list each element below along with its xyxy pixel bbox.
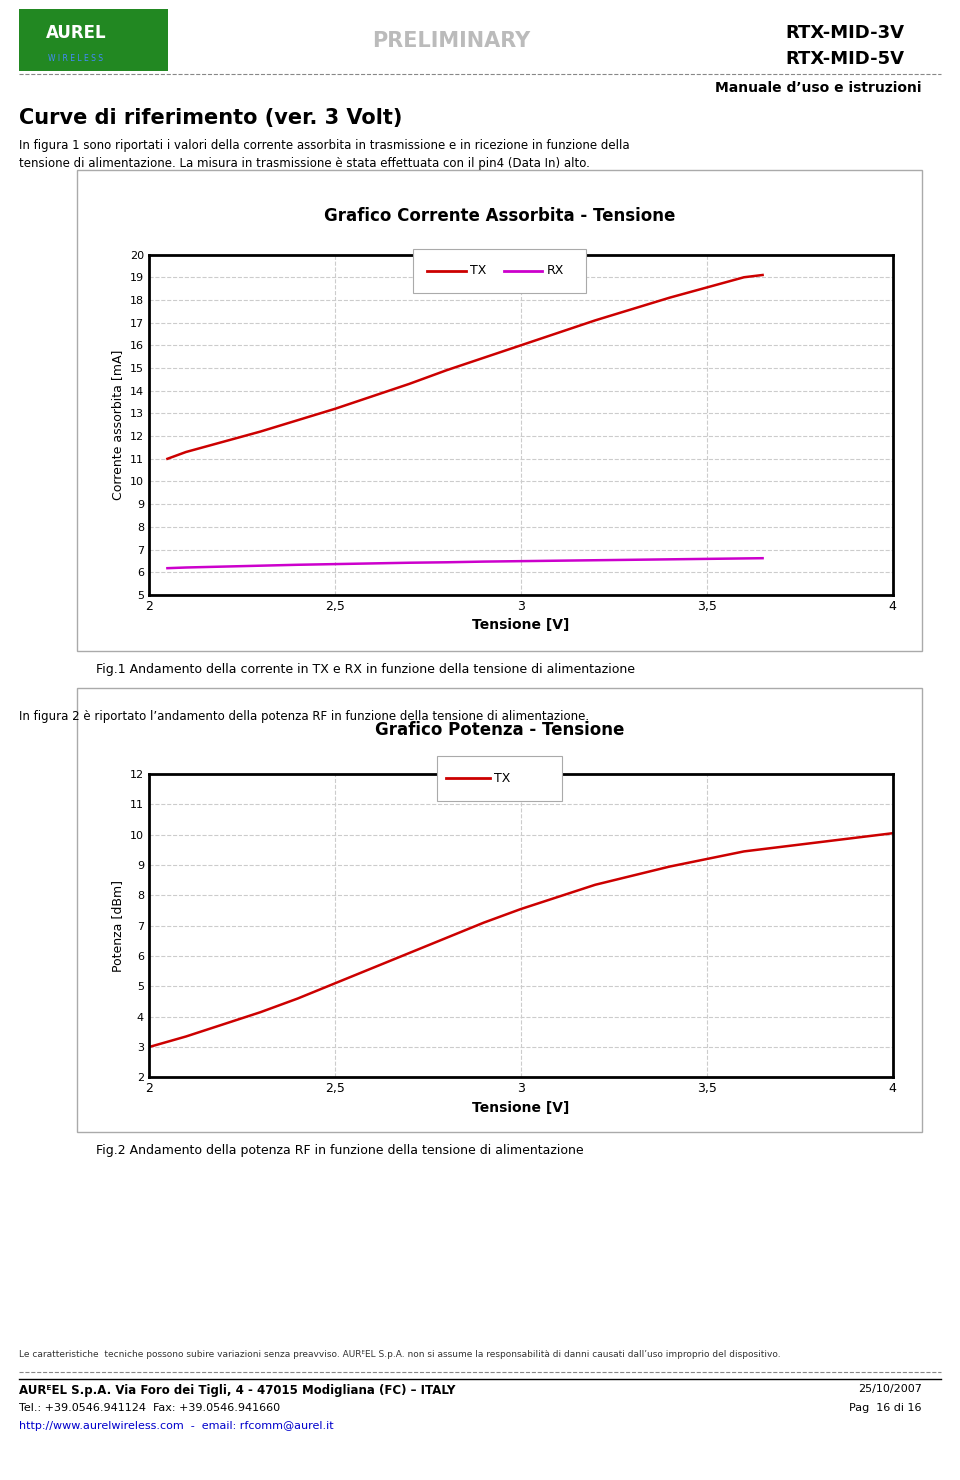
Text: Pag  16 di 16: Pag 16 di 16 bbox=[849, 1403, 922, 1413]
FancyBboxPatch shape bbox=[19, 9, 168, 71]
Text: Grafico Potenza - Tensione: Grafico Potenza - Tensione bbox=[374, 721, 624, 739]
Text: Grafico Corrente Assorbita - Tensione: Grafico Corrente Assorbita - Tensione bbox=[324, 207, 675, 225]
Text: W I R E L E S S: W I R E L E S S bbox=[48, 55, 104, 64]
Text: RX: RX bbox=[547, 265, 564, 277]
Text: In figura 1 sono riportati i valori della corrente assorbita in trasmissione e i: In figura 1 sono riportati i valori dell… bbox=[19, 139, 630, 170]
X-axis label: Tensione [V]: Tensione [V] bbox=[472, 1101, 569, 1114]
Text: TX: TX bbox=[470, 265, 487, 277]
Text: Tel.: +39.0546.941124  Fax: +39.0546.941660: Tel.: +39.0546.941124 Fax: +39.0546.9416… bbox=[19, 1403, 280, 1413]
Text: Curve di riferimento (ver. 3 Volt): Curve di riferimento (ver. 3 Volt) bbox=[19, 108, 402, 129]
Text: Le caratteristiche  tecniche possono subire variazioni senza preavviso. AURᴱEL S: Le caratteristiche tecniche possono subi… bbox=[19, 1350, 780, 1359]
Text: Fig.2 Andamento della potenza RF in funzione della tensione di alimentazione: Fig.2 Andamento della potenza RF in funz… bbox=[96, 1144, 584, 1157]
Text: PRELIMINARY: PRELIMINARY bbox=[372, 31, 530, 52]
Text: In figura 2 è riportato l’andamento della potenza RF in funzione della tensione : In figura 2 è riportato l’andamento dell… bbox=[19, 710, 589, 724]
Text: AURᴱEL S.p.A. Via Foro dei Tigli, 4 - 47015 Modigliana (FC) – ITALY: AURᴱEL S.p.A. Via Foro dei Tigli, 4 - 47… bbox=[19, 1384, 456, 1397]
Y-axis label: Corrente assorbita [mA]: Corrente assorbita [mA] bbox=[111, 349, 124, 500]
Text: http://www.aurelwireless.com  -  email: rfcomm@aurel.it: http://www.aurelwireless.com - email: rf… bbox=[19, 1421, 334, 1431]
Text: RTX-MID-5V: RTX-MID-5V bbox=[785, 50, 904, 68]
X-axis label: Tensione [V]: Tensione [V] bbox=[472, 619, 569, 632]
Text: AUREL: AUREL bbox=[45, 24, 106, 41]
Text: RTX-MID-3V: RTX-MID-3V bbox=[785, 24, 904, 41]
Y-axis label: Potenza [dBm]: Potenza [dBm] bbox=[111, 879, 124, 972]
Text: Fig.1 Andamento della corrente in TX e RX in funzione della tensione di alimenta: Fig.1 Andamento della corrente in TX e R… bbox=[96, 663, 635, 676]
Text: 25/10/2007: 25/10/2007 bbox=[857, 1384, 922, 1394]
Text: TX: TX bbox=[494, 773, 511, 784]
Text: Manuale d’uso e istruzioni: Manuale d’uso e istruzioni bbox=[715, 81, 922, 95]
